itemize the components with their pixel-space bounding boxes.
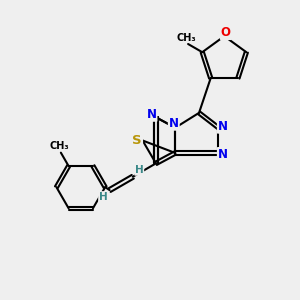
Text: O: O	[221, 26, 231, 39]
Text: CH₃: CH₃	[50, 141, 69, 151]
Text: N: N	[218, 120, 228, 133]
Text: N: N	[218, 148, 228, 161]
Text: S: S	[132, 134, 142, 147]
Text: H: H	[135, 165, 144, 175]
Text: H: H	[99, 192, 107, 202]
Text: N: N	[146, 108, 157, 121]
Text: CH₃: CH₃	[177, 32, 196, 43]
Text: N: N	[169, 117, 179, 130]
